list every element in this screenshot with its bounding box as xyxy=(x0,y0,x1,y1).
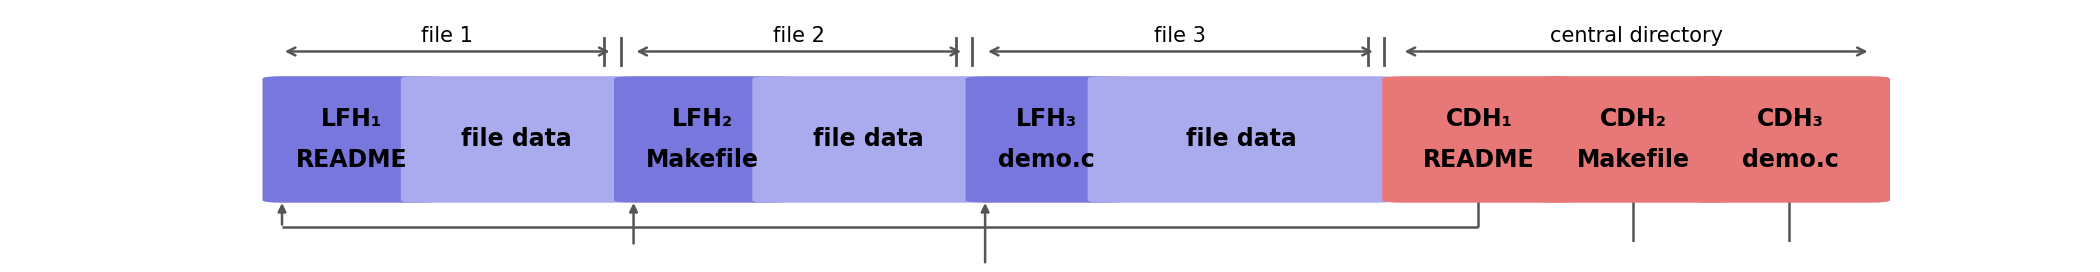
Text: README: README xyxy=(296,149,407,172)
Text: file data: file data xyxy=(813,128,924,152)
Text: file data: file data xyxy=(1186,128,1298,152)
Text: file 2: file 2 xyxy=(773,26,825,46)
FancyBboxPatch shape xyxy=(1382,76,1575,203)
Text: file data: file data xyxy=(462,128,571,152)
Text: CDH₃: CDH₃ xyxy=(1758,107,1825,131)
FancyBboxPatch shape xyxy=(1088,76,1394,203)
FancyBboxPatch shape xyxy=(752,76,983,203)
FancyBboxPatch shape xyxy=(262,76,439,203)
Text: LFH₂: LFH₂ xyxy=(672,107,733,131)
Text: CDH₁: CDH₁ xyxy=(1445,107,1512,131)
Text: README: README xyxy=(1424,149,1535,172)
Text: LFH₁: LFH₁ xyxy=(321,107,382,131)
FancyBboxPatch shape xyxy=(1690,76,1890,203)
Text: central directory: central directory xyxy=(1550,26,1722,46)
FancyBboxPatch shape xyxy=(1537,76,1730,203)
FancyBboxPatch shape xyxy=(613,76,792,203)
Text: demo.c: demo.c xyxy=(1743,149,1840,172)
FancyBboxPatch shape xyxy=(966,76,1128,203)
Text: demo.c: demo.c xyxy=(998,149,1094,172)
Text: LFH₃: LFH₃ xyxy=(1016,107,1077,131)
Text: file 3: file 3 xyxy=(1155,26,1205,46)
Text: Makefile: Makefile xyxy=(647,149,760,172)
Text: CDH₂: CDH₂ xyxy=(1600,107,1667,131)
FancyBboxPatch shape xyxy=(401,76,632,203)
Text: Makefile: Makefile xyxy=(1577,149,1690,172)
Text: file 1: file 1 xyxy=(422,26,472,46)
